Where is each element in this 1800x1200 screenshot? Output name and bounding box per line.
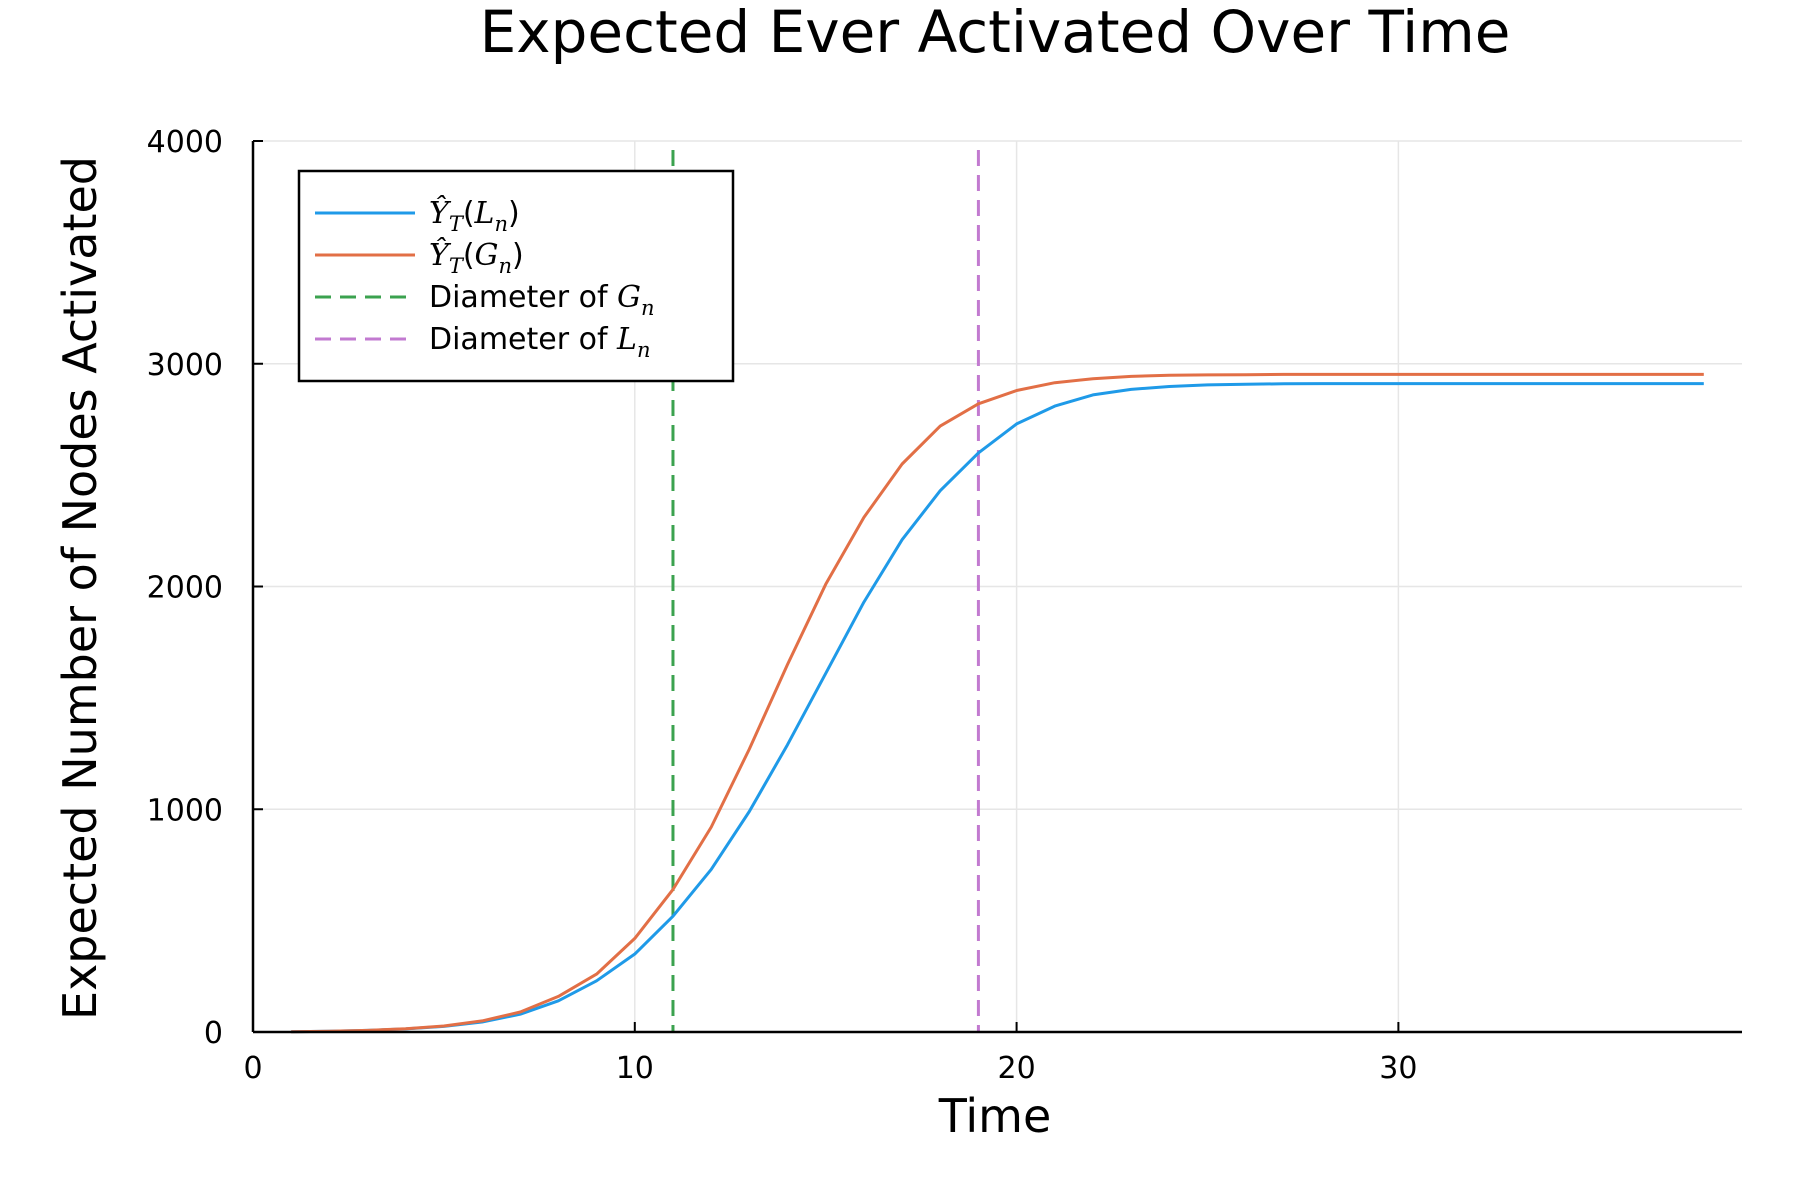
y-tick-label: 0 <box>204 1016 223 1051</box>
series-line-1 <box>291 372 1704 1034</box>
legend-box <box>297 169 735 383</box>
x-tick-label: 0 <box>243 1051 262 1086</box>
legend-label-2: Diameter of Gn <box>429 280 655 320</box>
series-lines <box>291 372 1704 1034</box>
x-tick-label: 10 <box>616 1051 654 1086</box>
series-line-0 <box>291 382 1704 1034</box>
y-tick-label: 3000 <box>147 348 223 383</box>
chart-title: Expected Ever Activated Over Time <box>480 0 1511 66</box>
axes <box>251 140 1742 1034</box>
x-tick-label: 20 <box>997 1051 1035 1086</box>
legend-label-1: ŶT(Gn) <box>429 237 524 278</box>
y-tick-label: 2000 <box>147 571 223 606</box>
y-tick-label: 1000 <box>147 793 223 828</box>
tick-labels: 0 10 20 30 0 1000 2000 3000 4000 <box>147 125 1418 1086</box>
legend-label-0: ŶT(Ln) <box>429 195 520 236</box>
x-tick-label: 30 <box>1379 1051 1417 1086</box>
reference-lines <box>671 150 980 1032</box>
y-axis-title: Expected Number of Nodes Activated <box>53 156 107 1020</box>
x-axis-title: Time <box>938 1089 1052 1143</box>
legend-label-3: Diameter of Ln <box>429 322 651 362</box>
y-tick-label: 4000 <box>147 125 223 160</box>
